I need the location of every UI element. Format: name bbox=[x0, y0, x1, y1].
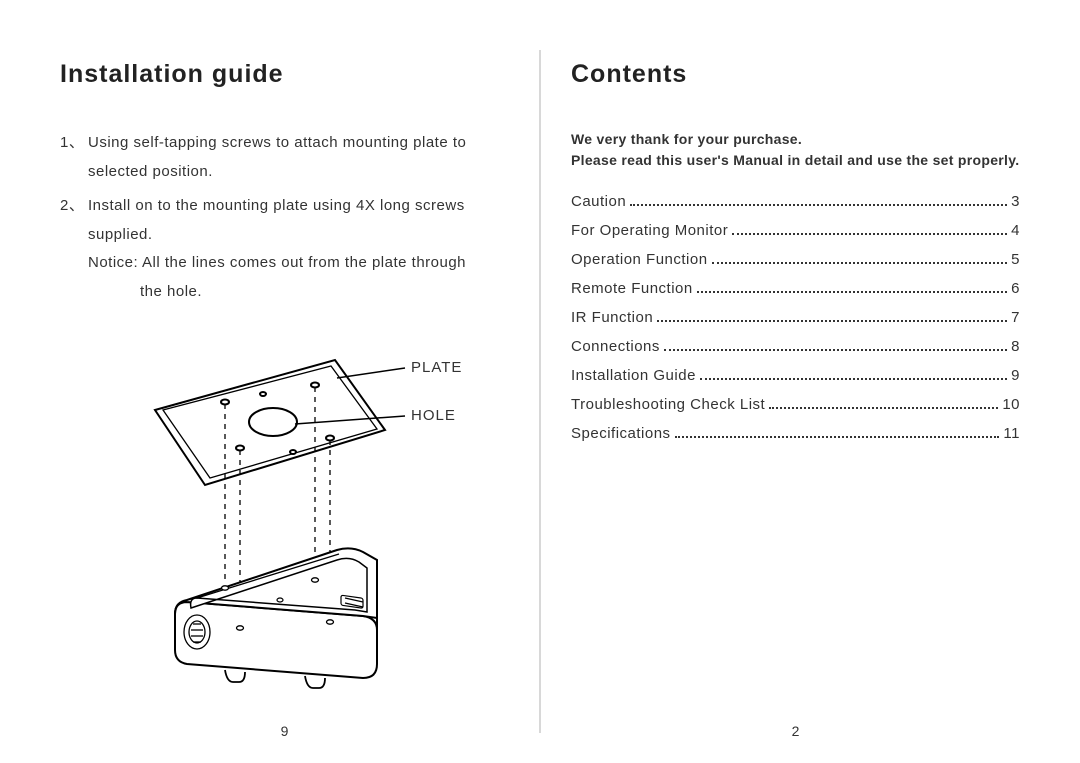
step1-line2: selected position. bbox=[60, 158, 509, 187]
toc-dots bbox=[769, 407, 998, 409]
diagram-svg: PLATE HOLE bbox=[105, 330, 465, 730]
toc-label: Caution bbox=[571, 193, 626, 210]
table-of-contents: Caution 3 For Operating Monitor 4 Operat… bbox=[571, 193, 1020, 454]
toc-label: Remote Function bbox=[571, 280, 693, 297]
toc-page: 11 bbox=[1003, 425, 1020, 442]
toc-dots bbox=[732, 233, 1007, 235]
step2-line1: Install on to the mounting plate using 4… bbox=[88, 197, 465, 214]
base-group bbox=[175, 548, 377, 688]
hole-callout: HOLE bbox=[411, 407, 456, 424]
step1-num: 1、 bbox=[60, 129, 88, 158]
toc-row: IR Function 7 bbox=[571, 309, 1020, 326]
toc-label: Installation Guide bbox=[571, 367, 696, 384]
notice-line1: Notice: All the lines comes out from the… bbox=[60, 249, 509, 278]
thanks-block: We very thank for your purchase. Please … bbox=[571, 129, 1020, 171]
toc-dots bbox=[630, 204, 1007, 206]
left-page-number: 9 bbox=[30, 723, 539, 739]
toc-page: 4 bbox=[1011, 222, 1020, 239]
right-title: Contents bbox=[571, 60, 1020, 89]
toc-row: Connections 8 bbox=[571, 338, 1020, 355]
toc-page: 3 bbox=[1011, 193, 1020, 210]
toc-label: IR Function bbox=[571, 309, 653, 326]
toc-label: Operation Function bbox=[571, 251, 708, 268]
toc-dots bbox=[657, 320, 1007, 322]
notice-line2: the hole. bbox=[60, 278, 509, 307]
toc-row: Caution 3 bbox=[571, 193, 1020, 210]
step-2: 2、Install on to the mounting plate using… bbox=[60, 192, 509, 306]
left-page: Installation guide 1、Using self-tapping … bbox=[30, 50, 539, 733]
plate-callout: PLATE bbox=[411, 359, 462, 376]
toc-label: Specifications bbox=[571, 425, 671, 442]
right-page-number: 2 bbox=[541, 723, 1050, 739]
toc-dots bbox=[712, 262, 1008, 264]
step1-line1: Using self-tapping screws to attach moun… bbox=[88, 134, 466, 151]
instructions: 1、Using self-tapping screws to attach mo… bbox=[60, 129, 509, 312]
step2-line2: supplied. bbox=[60, 221, 509, 250]
plate-group bbox=[155, 360, 385, 485]
toc-label: Troubleshooting Check List bbox=[571, 396, 765, 413]
toc-dots bbox=[675, 436, 1000, 438]
toc-row: Troubleshooting Check List 10 bbox=[571, 396, 1020, 413]
toc-page: 7 bbox=[1011, 309, 1020, 326]
toc-label: Connections bbox=[571, 338, 660, 355]
thanks-line2: Please read this user's Manual in detail… bbox=[571, 150, 1020, 171]
toc-row: For Operating Monitor 4 bbox=[571, 222, 1020, 239]
toc-row: Remote Function 6 bbox=[571, 280, 1020, 297]
thanks-line1: We very thank for your purchase. bbox=[571, 129, 1020, 150]
mounting-diagram: PLATE HOLE bbox=[105, 330, 465, 730]
toc-dots bbox=[697, 291, 1007, 293]
toc-row: Specifications 11 bbox=[571, 425, 1020, 442]
toc-dots bbox=[664, 349, 1007, 351]
left-title: Installation guide bbox=[60, 60, 509, 89]
toc-dots bbox=[700, 378, 1007, 380]
step2-num: 2、 bbox=[60, 192, 88, 221]
step-1: 1、Using self-tapping screws to attach mo… bbox=[60, 129, 509, 186]
toc-label: For Operating Monitor bbox=[571, 222, 728, 239]
toc-page: 5 bbox=[1011, 251, 1020, 268]
toc-page: 6 bbox=[1011, 280, 1020, 297]
toc-page: 10 bbox=[1002, 396, 1020, 413]
page-spread: Installation guide 1、Using self-tapping … bbox=[0, 0, 1080, 763]
toc-row: Operation Function 5 bbox=[571, 251, 1020, 268]
toc-page: 9 bbox=[1011, 367, 1020, 384]
toc-row: Installation Guide 9 bbox=[571, 367, 1020, 384]
toc-page: 8 bbox=[1011, 338, 1020, 355]
right-page: Contents We very thank for your purchase… bbox=[541, 50, 1050, 733]
